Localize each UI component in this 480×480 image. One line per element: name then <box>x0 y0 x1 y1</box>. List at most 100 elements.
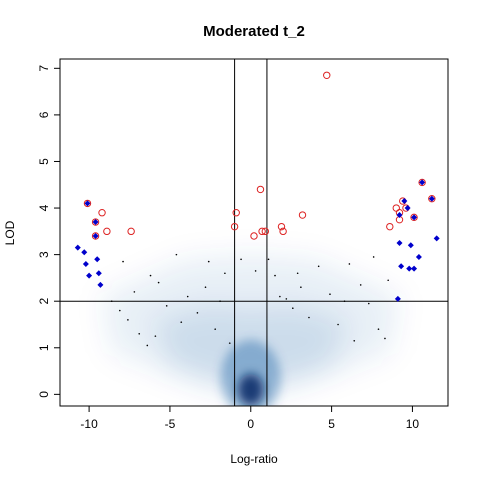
y-tick-label: 6 <box>37 111 51 118</box>
highlighted-point <box>256 185 265 194</box>
reference-lines <box>60 59 448 406</box>
significant-point <box>94 256 101 263</box>
x-tick-label: 10 <box>406 417 420 431</box>
highlighted-point <box>323 71 331 80</box>
significant-point <box>419 179 426 186</box>
highlighted-point <box>428 195 436 203</box>
outlier-point <box>165 305 168 307</box>
outlier-point <box>240 258 242 261</box>
y-tick-label: 2 <box>37 298 51 305</box>
outlier-point <box>384 337 386 340</box>
outlier-point <box>157 281 160 284</box>
significant-point <box>398 263 405 270</box>
highlighted-point <box>91 232 100 240</box>
outlier-point <box>308 316 310 319</box>
outlier-point <box>180 321 183 323</box>
outlier-point <box>119 309 121 312</box>
highlighted-point <box>232 209 240 217</box>
significant-point <box>84 200 91 207</box>
y-tick-label: 4 <box>37 204 51 211</box>
highlighted-point <box>418 178 426 187</box>
y-tick-label: 5 <box>37 158 51 165</box>
outlier-point <box>204 286 207 289</box>
x-tick-label: 5 <box>328 417 335 431</box>
outlier-point <box>353 339 356 342</box>
outlier-point <box>133 291 136 293</box>
significant-point <box>407 242 414 249</box>
highlighted-point <box>127 227 135 236</box>
density-background <box>102 254 400 406</box>
y-tick-label: 1 <box>37 344 51 351</box>
outlier-point <box>110 300 113 303</box>
outlier-point <box>214 328 216 330</box>
significant-point <box>396 212 403 219</box>
significant-point <box>74 244 81 251</box>
outlier-point <box>149 274 152 277</box>
y-axis-label: LOD <box>3 220 17 245</box>
significant-point <box>97 281 104 288</box>
outlier-point <box>138 333 141 335</box>
significant-point <box>411 214 418 221</box>
outlier-point <box>228 342 231 344</box>
outlier-point <box>186 295 189 298</box>
highlighted-point <box>91 218 100 226</box>
x-axis: -10 -5 0 5 10 <box>80 405 420 431</box>
highlighted-point <box>277 222 286 231</box>
outlier-point <box>175 253 178 256</box>
outlier-point <box>154 335 157 337</box>
significant-point <box>411 265 418 272</box>
highlighted-point <box>261 227 270 236</box>
highlighted-point <box>386 222 394 231</box>
outlier-point <box>267 258 270 261</box>
highlighted-point <box>279 227 287 236</box>
outlier-point <box>300 286 302 289</box>
highlighted-point <box>230 222 239 231</box>
significant-point <box>415 253 422 260</box>
y-axis: 0 1 2 3 4 5 6 7 <box>37 65 61 398</box>
significant-point <box>92 219 99 226</box>
outlier-point <box>377 328 380 330</box>
outlier-point <box>372 256 375 258</box>
outlier-point <box>317 265 320 268</box>
outlier-point <box>387 279 389 282</box>
outlier-point <box>274 274 276 277</box>
significant-point <box>396 239 403 246</box>
outlier-point <box>296 272 299 275</box>
highlighted-point <box>83 199 92 208</box>
highlighted-point <box>103 227 111 236</box>
outlier-point <box>146 344 149 347</box>
outlier-point <box>224 272 226 275</box>
significant-point <box>81 249 88 256</box>
highlighted-point <box>298 211 307 219</box>
significant-point <box>406 265 413 272</box>
density-halo <box>220 340 281 406</box>
outlier-point <box>122 260 124 263</box>
x-axis-label: Log-ratio <box>230 452 278 466</box>
significant-point <box>401 198 408 205</box>
y-tick-label: 0 <box>37 391 51 398</box>
significant-point <box>92 232 99 239</box>
y-tick-label: 7 <box>37 65 51 72</box>
highlighted-point <box>258 227 266 236</box>
x-tick-label: 0 <box>247 417 254 431</box>
outlier-point <box>127 319 129 321</box>
outlier-point <box>367 302 370 305</box>
outlier-point <box>219 300 221 303</box>
outlier-point <box>348 263 351 265</box>
significant-point <box>95 270 102 277</box>
significant-point <box>82 260 89 267</box>
significant-point <box>433 235 440 242</box>
highlighted-point <box>250 232 258 240</box>
highlighted-point <box>410 213 418 222</box>
x-tick-label: -5 <box>165 417 176 431</box>
chart-title: Moderated t_2 <box>203 23 305 40</box>
outlier-point <box>343 300 346 303</box>
highlighted-point <box>392 204 400 212</box>
density-core <box>237 373 264 406</box>
outlier-point <box>285 298 288 300</box>
outlier-point <box>329 293 331 296</box>
significant-point <box>404 205 411 212</box>
outlier-point <box>254 270 257 272</box>
outlier-point <box>337 323 339 326</box>
